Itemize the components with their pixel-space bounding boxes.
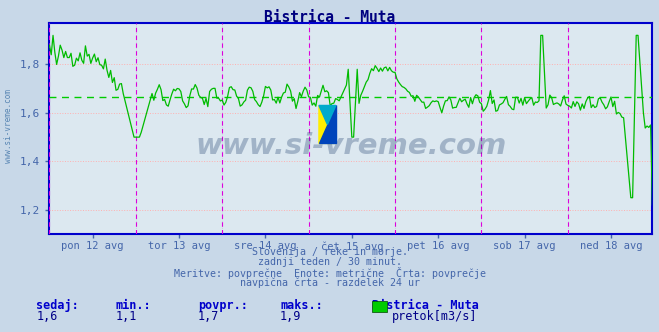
Text: pretok[m3/s]: pretok[m3/s]: [392, 310, 478, 323]
Polygon shape: [319, 106, 336, 124]
Text: www.si-vreme.com: www.si-vreme.com: [4, 89, 13, 163]
Polygon shape: [319, 106, 336, 143]
Polygon shape: [319, 106, 336, 143]
Text: www.si-vreme.com: www.si-vreme.com: [195, 131, 507, 159]
Text: 1,6: 1,6: [36, 310, 57, 323]
Text: 1,7: 1,7: [198, 310, 219, 323]
Text: maks.:: maks.:: [280, 299, 323, 312]
Text: Bistrica - Muta: Bistrica - Muta: [264, 10, 395, 25]
Text: Slovenija / reke in morje.: Slovenija / reke in morje.: [252, 247, 407, 257]
Text: zadnji teden / 30 minut.: zadnji teden / 30 minut.: [258, 257, 401, 267]
Text: 1,1: 1,1: [115, 310, 136, 323]
Text: Meritve: povprečne  Enote: metrične  Črta: povprečje: Meritve: povprečne Enote: metrične Črta:…: [173, 267, 486, 279]
Text: min.:: min.:: [115, 299, 151, 312]
Text: 1,9: 1,9: [280, 310, 301, 323]
Text: navpična črta - razdelek 24 ur: navpična črta - razdelek 24 ur: [239, 277, 420, 288]
Text: Bistrica - Muta: Bistrica - Muta: [372, 299, 479, 312]
Text: povpr.:: povpr.:: [198, 299, 248, 312]
Text: sedaj:: sedaj:: [36, 299, 79, 312]
